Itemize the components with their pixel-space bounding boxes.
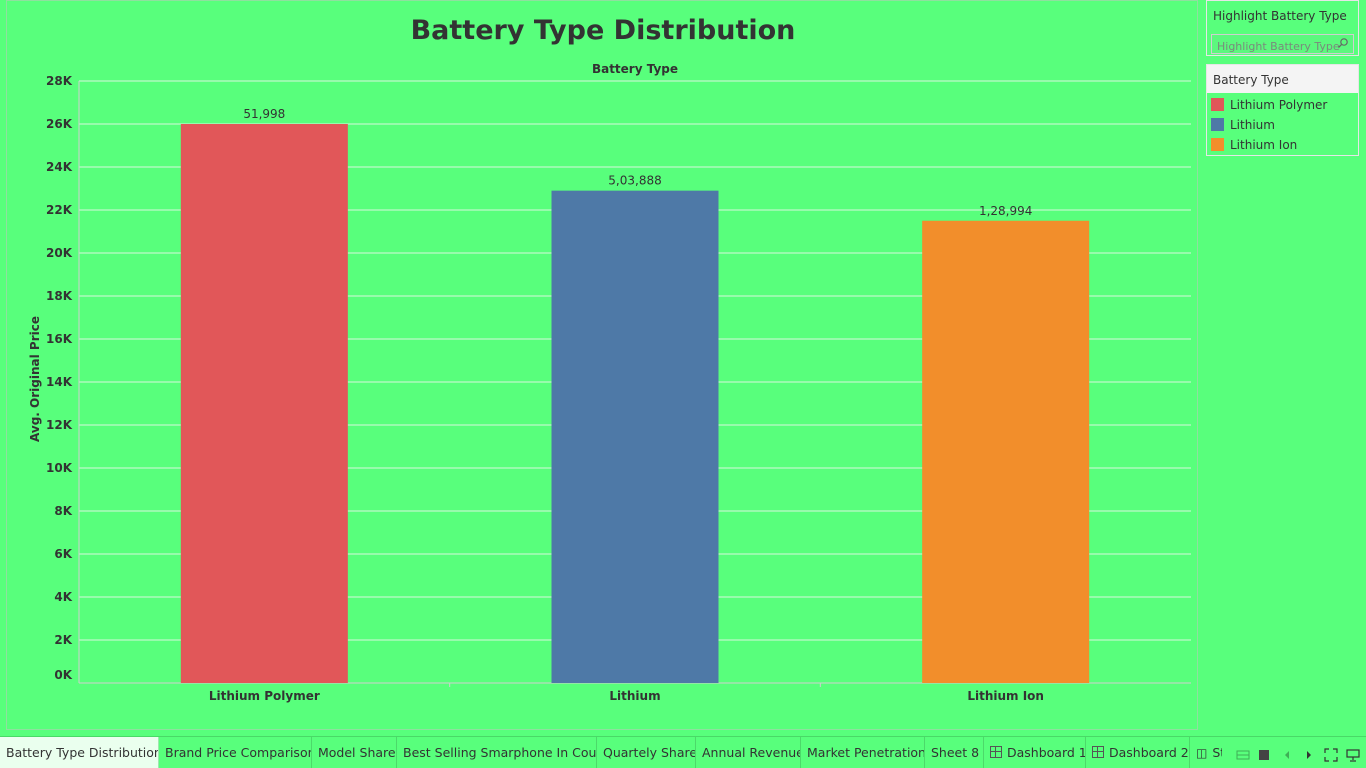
y-tick-label: 8K: [54, 504, 72, 518]
highlight-search-box[interactable]: [1211, 34, 1354, 56]
column-header: Battery Type: [592, 62, 678, 76]
sheet-tab-bar: Battery Type Distribution Brand Price Co…: [0, 736, 1366, 768]
legend-title: Battery Type: [1207, 65, 1358, 93]
tab-battery-type-distribution[interactable]: Battery Type Distribution: [0, 737, 159, 768]
y-tick-label: 10K: [46, 461, 73, 475]
y-axis-title: Avg. Original Price: [28, 316, 42, 442]
dashboard-icon: [1092, 746, 1104, 758]
data-label: 51,998: [243, 107, 285, 121]
search-icon[interactable]: [1337, 37, 1349, 49]
tab-market-penetration[interactable]: Market Penetration: [801, 737, 925, 768]
scroll-right-icon[interactable]: [1302, 748, 1316, 762]
tab-dashboard-1[interactable]: Dashboard 1: [984, 737, 1086, 768]
y-tick-label: 4K: [54, 590, 72, 604]
legend-item[interactable]: Lithium Polymer: [1211, 96, 1327, 114]
dashboard-icon: [990, 746, 1002, 758]
y-tick-label: 26K: [46, 117, 73, 131]
tab-label: Dashboard 2: [1109, 745, 1189, 760]
legend-item[interactable]: Lithium Ion: [1211, 136, 1297, 154]
legend-item[interactable]: Lithium: [1211, 116, 1275, 134]
story-icon: ◫: [1196, 746, 1208, 760]
tab-label: Best Selling Smarphone In Coun...: [403, 745, 597, 760]
data-label: 1,28,994: [979, 204, 1032, 218]
tab-label: Battery Type Distribution: [6, 745, 159, 760]
y-tick-label: 6K: [54, 547, 72, 561]
tab-label: Quartely Share: [603, 745, 696, 760]
y-tick-label: 18K: [46, 289, 73, 303]
tab-label: St: [1212, 745, 1222, 760]
legend-swatch: [1211, 98, 1224, 111]
x-tick-label: Lithium: [609, 689, 660, 703]
tab-quartely-share[interactable]: Quartely Share: [597, 737, 696, 768]
show-tabs-icon[interactable]: [1257, 748, 1271, 762]
tab-story[interactable]: ◫ St: [1190, 737, 1222, 768]
scroll-left-icon[interactable]: [1280, 748, 1294, 762]
tab-label: Dashboard 1: [1007, 745, 1086, 760]
highlight-card: Highlight Battery Type: [1206, 0, 1359, 56]
y-tick-label: 2K: [54, 633, 72, 647]
worksheet: Battery Type Distribution Battery Type 0K…: [6, 0, 1198, 730]
tab-dashboard-2[interactable]: Dashboard 2: [1086, 737, 1190, 768]
tab-label: Brand Price Comparison: [165, 745, 312, 760]
y-tick-label: 14K: [46, 375, 73, 389]
tab-model-share[interactable]: Model Share: [312, 737, 397, 768]
legend-label: Lithium: [1230, 118, 1275, 132]
tab-brand-price-comparison[interactable]: Brand Price Comparison: [159, 737, 312, 768]
presentation-mode-icon[interactable]: [1346, 748, 1360, 762]
tab-label: Market Penetration: [807, 745, 925, 760]
legend-swatch: [1211, 118, 1224, 131]
tab-annual-revenue[interactable]: Annual Revenue: [696, 737, 801, 768]
bar: [922, 220, 1090, 683]
y-tick-label: 24K: [46, 160, 73, 174]
tab-best-selling-smartphone[interactable]: Best Selling Smarphone In Coun...: [397, 737, 597, 768]
legend-card: Battery Type Lithium Polymer Lithium Lit…: [1206, 64, 1359, 156]
highlight-title: Highlight Battery Type: [1213, 9, 1347, 23]
fullscreen-icon[interactable]: [1324, 748, 1338, 762]
tab-label: Sheet 8: [931, 745, 980, 760]
bar: [551, 190, 719, 683]
legend-label: Lithium Ion: [1230, 138, 1298, 152]
x-tick-label: Lithium Ion: [967, 689, 1044, 703]
legend-swatch: [1211, 138, 1224, 151]
highlight-input[interactable]: [1212, 37, 1339, 56]
y-tick-label: 16K: [46, 332, 73, 346]
y-tick-label: 22K: [46, 203, 73, 217]
data-label: 5,03,888: [608, 174, 661, 188]
tab-sheet-8[interactable]: Sheet 8: [925, 737, 984, 768]
y-tick-label: 12K: [46, 418, 73, 432]
tab-label: Annual Revenue: [702, 745, 801, 760]
tab-label: Model Share: [318, 745, 396, 760]
y-tick-label: 28K: [46, 74, 73, 88]
bar-chart: Battery Type 0K 2K 4K 6K 8K 10K 12K 14K 16K 18K 20K…: [28, 62, 1191, 703]
x-tick-label: Lithium Polymer: [209, 689, 320, 703]
y-tick-label: 0K: [54, 668, 72, 682]
y-tick-label: 20K: [46, 246, 73, 260]
chart-title: Battery Type Distribution: [410, 15, 796, 46]
show-filmstrip-icon[interactable]: [1236, 748, 1250, 762]
legend-label: Lithium Polymer: [1230, 98, 1328, 112]
bar: [180, 124, 348, 683]
